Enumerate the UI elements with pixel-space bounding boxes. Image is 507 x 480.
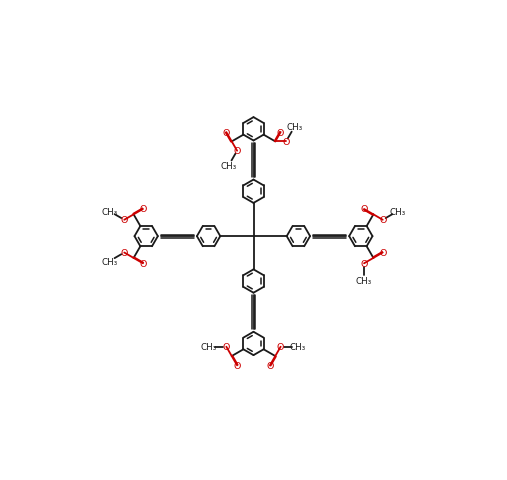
Text: O: O <box>360 259 368 268</box>
Text: O: O <box>233 147 241 156</box>
Text: CH₃: CH₃ <box>389 207 406 216</box>
Text: CH₃: CH₃ <box>201 342 217 351</box>
Text: O: O <box>277 342 284 351</box>
Text: CH₃: CH₃ <box>290 342 306 351</box>
Text: O: O <box>282 138 289 146</box>
Text: O: O <box>223 342 230 351</box>
Text: O: O <box>233 361 241 370</box>
Text: O: O <box>139 259 147 268</box>
Text: CH₃: CH₃ <box>221 162 237 171</box>
Text: CH₃: CH₃ <box>286 123 303 132</box>
Text: O: O <box>121 249 128 257</box>
Text: O: O <box>266 361 274 370</box>
Text: O: O <box>379 216 386 225</box>
Text: CH₃: CH₃ <box>356 276 372 286</box>
Text: O: O <box>139 205 147 214</box>
Text: O: O <box>379 249 386 257</box>
Text: CH₃: CH₃ <box>101 207 118 216</box>
Text: O: O <box>223 128 230 137</box>
Text: CH₃: CH₃ <box>101 257 118 266</box>
Text: O: O <box>277 128 284 137</box>
Text: O: O <box>121 216 128 225</box>
Text: O: O <box>360 205 368 214</box>
